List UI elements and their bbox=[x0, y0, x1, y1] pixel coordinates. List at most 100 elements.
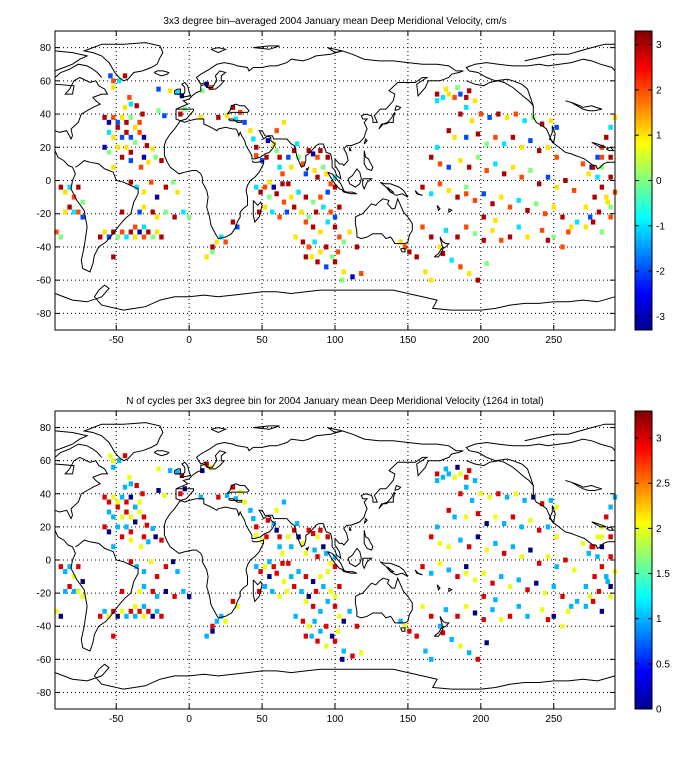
bin-cell bbox=[303, 254, 309, 260]
coastline bbox=[606, 526, 615, 531]
bin-cell bbox=[144, 522, 150, 528]
bin-cell bbox=[519, 144, 524, 150]
x-tick-label: 0 bbox=[186, 335, 192, 346]
bin-cell bbox=[420, 224, 425, 230]
bin-cell bbox=[119, 534, 125, 540]
bin-cell bbox=[429, 154, 434, 160]
bin-cell bbox=[478, 491, 484, 497]
bin-cell bbox=[332, 214, 338, 220]
x-tick-label: 100 bbox=[327, 335, 344, 346]
bin-cell bbox=[281, 199, 287, 205]
bin-cell bbox=[545, 554, 551, 560]
coastline bbox=[465, 58, 616, 106]
coastline bbox=[180, 461, 192, 478]
bin-cell bbox=[115, 613, 120, 619]
bin-cell bbox=[595, 534, 600, 540]
bin-cell bbox=[172, 214, 177, 220]
bin-cell bbox=[608, 504, 613, 510]
bin-cell bbox=[341, 239, 346, 245]
coastline bbox=[524, 423, 615, 442]
bin-cell bbox=[325, 219, 330, 225]
coastline bbox=[591, 521, 607, 528]
bin-cell bbox=[312, 239, 317, 245]
bin-cell bbox=[306, 623, 311, 629]
bin-cell bbox=[510, 544, 516, 550]
bin-cell bbox=[119, 514, 125, 520]
bin-cell bbox=[490, 201, 495, 207]
coastline bbox=[163, 430, 464, 619]
bin-cell bbox=[499, 574, 504, 580]
bin-cell bbox=[590, 164, 596, 170]
bin-cell bbox=[277, 544, 282, 550]
coastline bbox=[54, 50, 89, 72]
bin-cell bbox=[423, 269, 428, 275]
bin-cell bbox=[398, 239, 403, 245]
bin-cell bbox=[569, 224, 574, 230]
bin-cell bbox=[318, 574, 323, 580]
bin-cell bbox=[108, 73, 113, 79]
bin-cell bbox=[67, 204, 72, 210]
bin-cell bbox=[332, 603, 338, 609]
bin-cell bbox=[407, 249, 412, 255]
bin-cell bbox=[599, 184, 605, 190]
bin-cell bbox=[560, 593, 565, 599]
coastline bbox=[466, 460, 615, 550]
bin-cell bbox=[443, 86, 449, 92]
bin-cell bbox=[545, 174, 551, 180]
bin-cell bbox=[233, 116, 239, 122]
bin-cell bbox=[464, 134, 469, 140]
bin-cell bbox=[210, 244, 215, 250]
bin-cell bbox=[303, 598, 309, 604]
bin-cell bbox=[608, 554, 613, 560]
bin-cell bbox=[458, 91, 463, 97]
bin-cell bbox=[310, 579, 316, 585]
bin-cell bbox=[536, 148, 542, 154]
bin-cell bbox=[254, 564, 259, 570]
bin-cell bbox=[595, 554, 600, 560]
colorbar-tick-label: -1 bbox=[656, 221, 665, 232]
bin-cell bbox=[293, 613, 298, 619]
bin-cell bbox=[496, 111, 501, 117]
bin-cell bbox=[443, 227, 449, 233]
bin-cell bbox=[106, 129, 112, 135]
bin-cell bbox=[309, 254, 314, 260]
bin-cell bbox=[128, 514, 134, 520]
coastline bbox=[347, 168, 362, 188]
bin-cell bbox=[337, 613, 342, 619]
y-tick-label: 20 bbox=[40, 522, 52, 533]
bin-cell bbox=[271, 521, 276, 527]
bin-cell bbox=[484, 168, 489, 174]
bin-cell bbox=[128, 481, 134, 487]
coastline bbox=[465, 438, 616, 486]
bin-cell bbox=[163, 184, 169, 190]
bin-cell bbox=[429, 191, 434, 197]
y-tick-label: -80 bbox=[37, 688, 52, 699]
bin-cell bbox=[595, 174, 600, 180]
bin-cell bbox=[233, 496, 239, 502]
bin-cell bbox=[499, 194, 504, 200]
bin-cell bbox=[341, 648, 346, 654]
coastline bbox=[433, 627, 444, 637]
bin-cell bbox=[150, 234, 155, 240]
coastline bbox=[591, 141, 607, 148]
bin-cell bbox=[306, 214, 311, 220]
bin-cell bbox=[455, 574, 460, 580]
bin-cell bbox=[294, 521, 300, 527]
bin-cell bbox=[563, 178, 568, 183]
bin-cell bbox=[256, 209, 262, 215]
bin-cell bbox=[458, 471, 463, 477]
bin-cell bbox=[599, 229, 605, 235]
coastline bbox=[524, 43, 615, 62]
bin-cell bbox=[264, 534, 269, 540]
bin-cell bbox=[542, 211, 548, 217]
bin-cell bbox=[513, 111, 519, 117]
bin-cell bbox=[599, 608, 605, 614]
bin-cell bbox=[318, 229, 323, 235]
bin-cell bbox=[328, 560, 333, 566]
bin-cell bbox=[291, 148, 297, 154]
coastline bbox=[54, 663, 616, 690]
bin-cell bbox=[525, 587, 530, 593]
coastline bbox=[400, 248, 406, 253]
bin-cell bbox=[235, 224, 240, 230]
y-tick-label: -60 bbox=[37, 655, 52, 666]
